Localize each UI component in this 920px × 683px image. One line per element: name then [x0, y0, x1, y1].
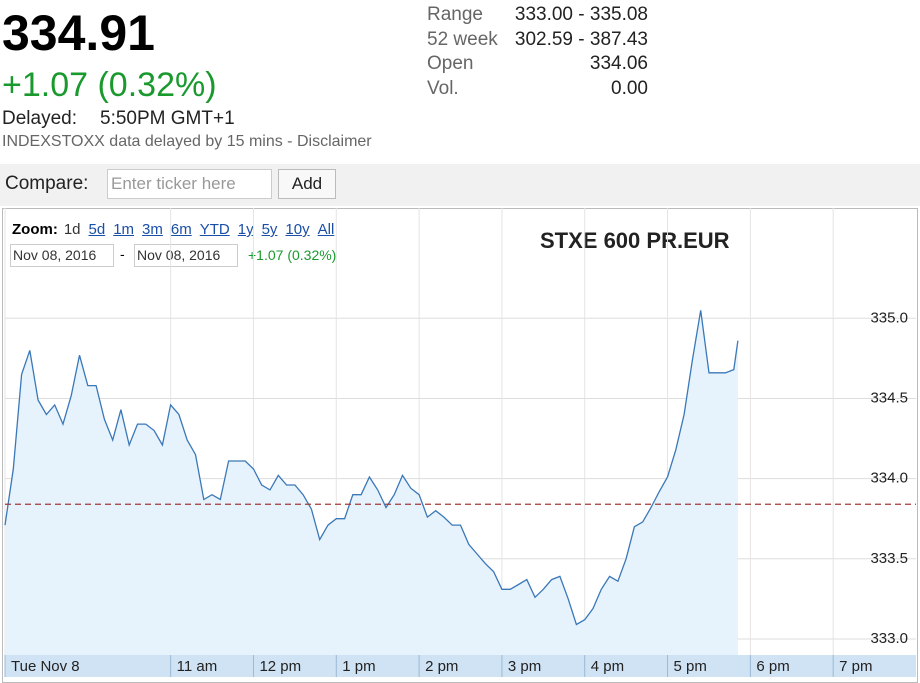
- zoom-option[interactable]: 3m: [142, 221, 163, 238]
- stat-label: Open: [427, 53, 474, 74]
- x-tick-label: 6 pm: [756, 658, 789, 675]
- stat-label: Range: [427, 4, 483, 25]
- zoom-option[interactable]: 1d: [63, 221, 81, 238]
- date-to[interactable]: Nov 08, 2016: [134, 244, 238, 267]
- ticker-input[interactable]: Enter ticker here: [107, 169, 272, 199]
- price: 334.91: [2, 5, 155, 61]
- y-tick-label: 333.5: [870, 550, 908, 567]
- add-button[interactable]: Add: [278, 169, 336, 199]
- zoom-option[interactable]: YTD: [199, 221, 230, 238]
- compare-label: Compare:: [5, 173, 89, 194]
- zoom-option[interactable]: 1m: [113, 221, 135, 238]
- zoom-option[interactable]: All: [317, 221, 335, 238]
- zoom-option[interactable]: 5y: [261, 221, 278, 238]
- chart-title: STXE 600 PR.EUR: [540, 228, 730, 253]
- delayed-label: Delayed:: [2, 108, 77, 129]
- stat-value: 333.00 - 335.08: [514, 4, 648, 25]
- zoom-option[interactable]: 1y: [237, 221, 254, 238]
- x-tick-label: 4 pm: [591, 658, 624, 675]
- price-line: [4, 310, 739, 626]
- source-note[interactable]: INDEXSTOXX data delayed by 15 mins - Dis…: [2, 133, 372, 150]
- y-tick-label: 335.0: [870, 309, 908, 326]
- area: [5, 310, 738, 655]
- x-tick-label: 12 pm: [259, 658, 301, 675]
- x-tick-label: Tue Nov 8: [11, 658, 80, 675]
- zoom-label: Zoom:: [12, 221, 58, 238]
- price-change: +1.07 (0.32%): [2, 66, 217, 104]
- x-tick-label: 3 pm: [508, 658, 541, 675]
- delayed-time: 5:50PM GMT+1: [100, 108, 235, 129]
- date-from[interactable]: Nov 08, 2016: [10, 244, 114, 267]
- x-tick-label: 2 pm: [425, 658, 458, 675]
- y-tick-label: 334.5: [870, 389, 908, 406]
- x-tick-label: 1 pm: [342, 658, 375, 675]
- zoom-option[interactable]: 10y: [285, 221, 310, 238]
- y-tick-label: 333.0: [870, 630, 908, 647]
- stat-value: 0.00: [611, 77, 648, 99]
- x-tick-label: 7 pm: [839, 658, 872, 675]
- zoom-bar: Zoom: 1d 5d 1m 3m 6m YTD 1y 5y 10y All: [12, 221, 342, 238]
- x-axis-strip: [5, 655, 916, 677]
- chart: 333.0 333.5 334.0 334.5 335.0 Tue Nov 8 11 am 1…: [4, 208, 916, 677]
- x-tick-label: 5 pm: [674, 658, 707, 675]
- zoom-option[interactable]: 6m: [170, 221, 192, 238]
- y-tick-label: 334.0: [870, 470, 908, 487]
- stat-value: 334.06: [589, 53, 648, 74]
- stat-value: 302.59 - 387.43: [514, 28, 648, 50]
- zoom-option[interactable]: 5d: [88, 221, 106, 238]
- range-change: +1.07 (0.32%): [248, 247, 337, 263]
- x-tick-label: 11 am: [177, 658, 218, 675]
- date-separator: -: [120, 246, 125, 262]
- stat-label: Vol.: [427, 77, 459, 99]
- stat-label: 52 week: [427, 28, 498, 50]
